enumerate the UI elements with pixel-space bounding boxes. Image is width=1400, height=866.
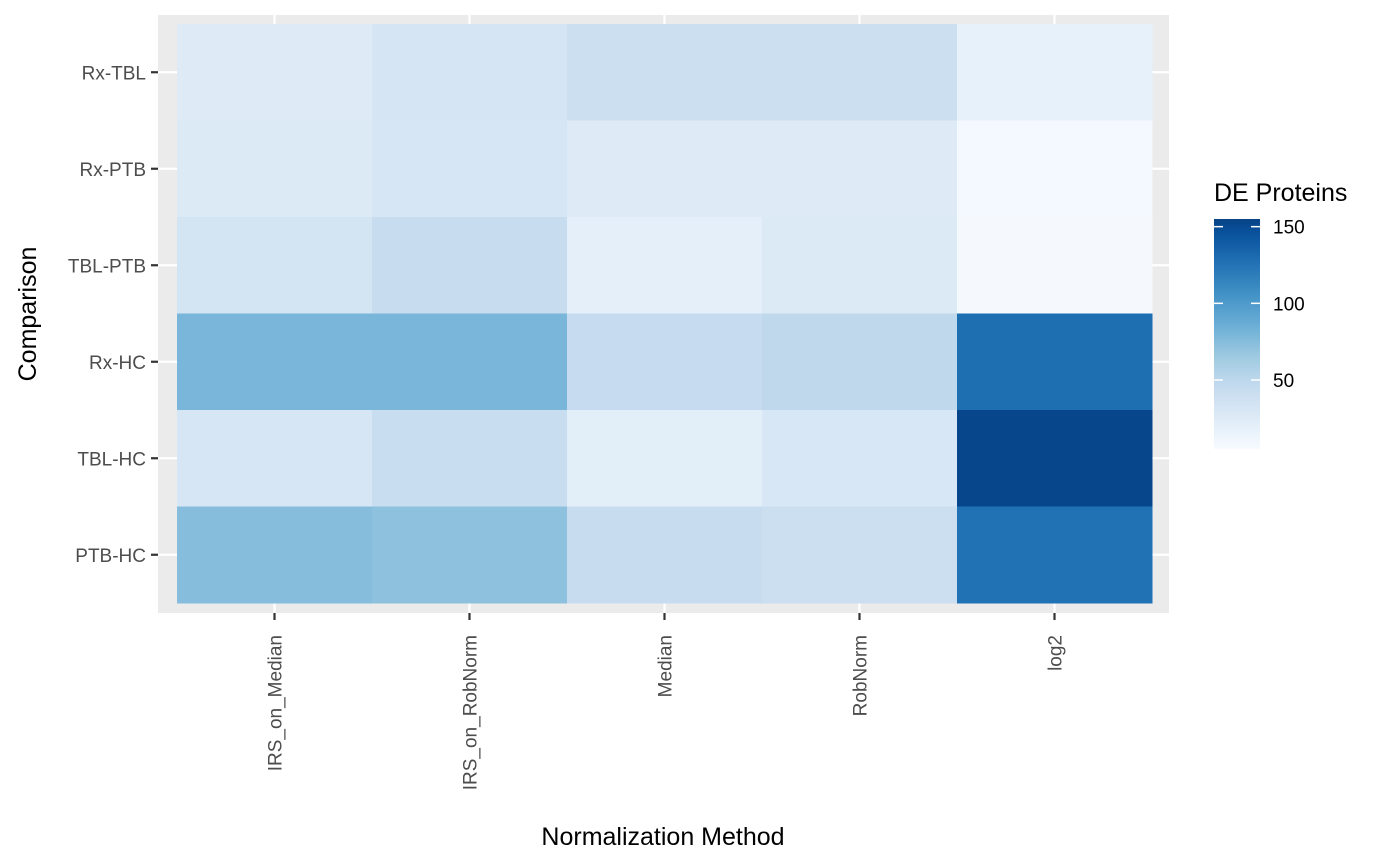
y-tick-label: TBL-HC (77, 449, 146, 470)
heatmap-cells (177, 24, 1153, 604)
y-axis: Rx-TBL Rx-PTB TBL-PTB Rx-HC TBL-HC PTB-HC (68, 63, 158, 567)
heatmap-cell (762, 120, 958, 218)
heatmap-cell (177, 120, 373, 218)
heatmap-cell (567, 217, 763, 314)
y-tick-label: Rx-PTB (80, 160, 147, 181)
heatmap-cell (177, 410, 373, 507)
legend-title: DE Proteins (1214, 179, 1347, 207)
heatmap-cell (372, 313, 568, 411)
legend-tick-label: 100 (1273, 294, 1305, 315)
heatmap-cell (957, 120, 1153, 218)
heatmap-cell (762, 506, 958, 604)
heatmap-cell (957, 313, 1153, 411)
x-axis: IRS_on_Median IRS_on_RobNorm Median RobNorm… (266, 613, 1067, 790)
heatmap-cell (372, 24, 568, 121)
y-tick-label: Rx-TBL (82, 63, 146, 84)
heatmap-cell (567, 313, 763, 411)
legend-tick-label: 50 (1273, 371, 1294, 392)
heatmap-cell (177, 313, 373, 411)
heatmap-cell (567, 24, 763, 121)
y-tick-label: TBL-PTB (68, 256, 146, 277)
heatmap-cell (372, 217, 568, 314)
legend-ticks: 50 100 150 (1214, 218, 1305, 392)
heatmap-cell (957, 217, 1153, 314)
y-tick-label: Rx-HC (89, 353, 146, 374)
x-tick-label: Median (656, 635, 677, 697)
x-tick-label: IRS_on_RobNorm (461, 635, 482, 790)
y-tick-label: PTB-HC (75, 546, 146, 567)
x-tick-label: IRS_on_Median (266, 635, 287, 771)
heatmap-cell (372, 506, 568, 604)
x-tick-label: RobNorm (851, 635, 872, 716)
heatmap-cell (372, 120, 568, 218)
heatmap-cell (957, 506, 1153, 604)
y-axis-title: Comparison (14, 247, 42, 382)
x-axis-title: Normalization Method (541, 823, 784, 851)
heatmap-cell (177, 217, 373, 314)
color-legend: DE Proteins 50 100 150 (1214, 179, 1347, 449)
heatmap-cell (762, 217, 958, 314)
heatmap-cell (762, 24, 958, 121)
heatmap-cell (762, 313, 958, 411)
heatmap-cell (372, 410, 568, 507)
heatmap-cell (957, 410, 1153, 507)
heatmap-cell (177, 24, 373, 121)
heatmap-cell (957, 24, 1153, 121)
heatmap-cell (177, 506, 373, 604)
heatmap-cell (567, 506, 763, 604)
legend-colorbar (1214, 219, 1260, 449)
legend-tick-label: 150 (1273, 218, 1305, 239)
heatmap-cell (762, 410, 958, 507)
x-tick-label: log2 (1046, 635, 1067, 671)
heatmap-cell (567, 120, 763, 218)
heatmap-cell (567, 410, 763, 507)
